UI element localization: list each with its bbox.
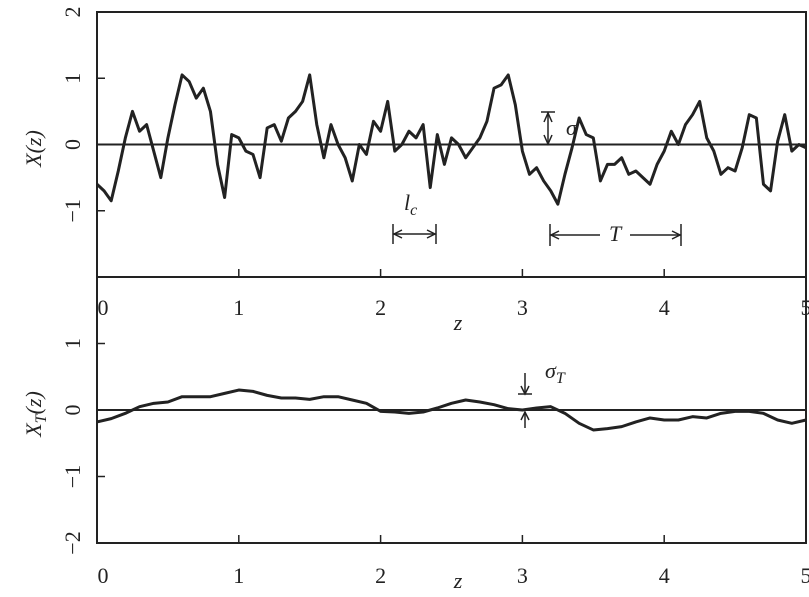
y-axis-label: X(z) <box>21 130 46 168</box>
data-line <box>96 388 807 432</box>
annotation-base: T <box>609 221 623 246</box>
annotation: T <box>609 221 623 246</box>
annotation-base: σ <box>545 358 557 383</box>
annotation-base: σ <box>566 115 578 140</box>
y-axis-label-rest: (z) <box>21 391 46 414</box>
annotation: lc <box>404 190 417 219</box>
y-tick-label: −1 <box>60 465 85 488</box>
x-tick-label: 3 <box>517 295 528 320</box>
x-tick-label: 5 <box>801 563 809 588</box>
annotation: σ <box>566 115 578 140</box>
y-tick-label: 0 <box>60 139 85 150</box>
x-tick-label: 1 <box>233 563 244 588</box>
y-tick-label: 1 <box>60 338 85 349</box>
data-line <box>95 73 807 206</box>
y-axis-label-base: X <box>21 422 46 438</box>
x-tick-label: 5 <box>801 295 809 320</box>
x-tick-label: 2 <box>375 563 386 588</box>
annotation-sub: c <box>410 202 417 219</box>
x-tick-label: 0 <box>98 295 109 320</box>
x-tick-label: 4 <box>659 295 670 320</box>
x-tick-label: 0 <box>98 563 109 588</box>
x-tick-label: 3 <box>517 563 528 588</box>
x-axis-label: z <box>453 310 463 335</box>
x-tick-label: 2 <box>375 295 386 320</box>
y-axis-label-sub: T <box>33 413 50 423</box>
annotation-base: l <box>404 190 410 215</box>
y-axis-label: XT(z) <box>21 391 50 438</box>
y-tick-label: 2 <box>60 7 85 18</box>
x-axis-label: z <box>453 568 463 593</box>
y-tick-label: −1 <box>60 199 85 222</box>
y-tick-label: 0 <box>60 405 85 416</box>
y-tick-label: −2 <box>60 531 85 554</box>
annotation: σT <box>545 358 566 387</box>
annotation-sub: T <box>556 370 566 387</box>
x-tick-label: 4 <box>659 563 670 588</box>
y-tick-label: 1 <box>60 73 85 84</box>
x-tick-label: 1 <box>233 295 244 320</box>
annotation-arrows <box>392 111 682 428</box>
